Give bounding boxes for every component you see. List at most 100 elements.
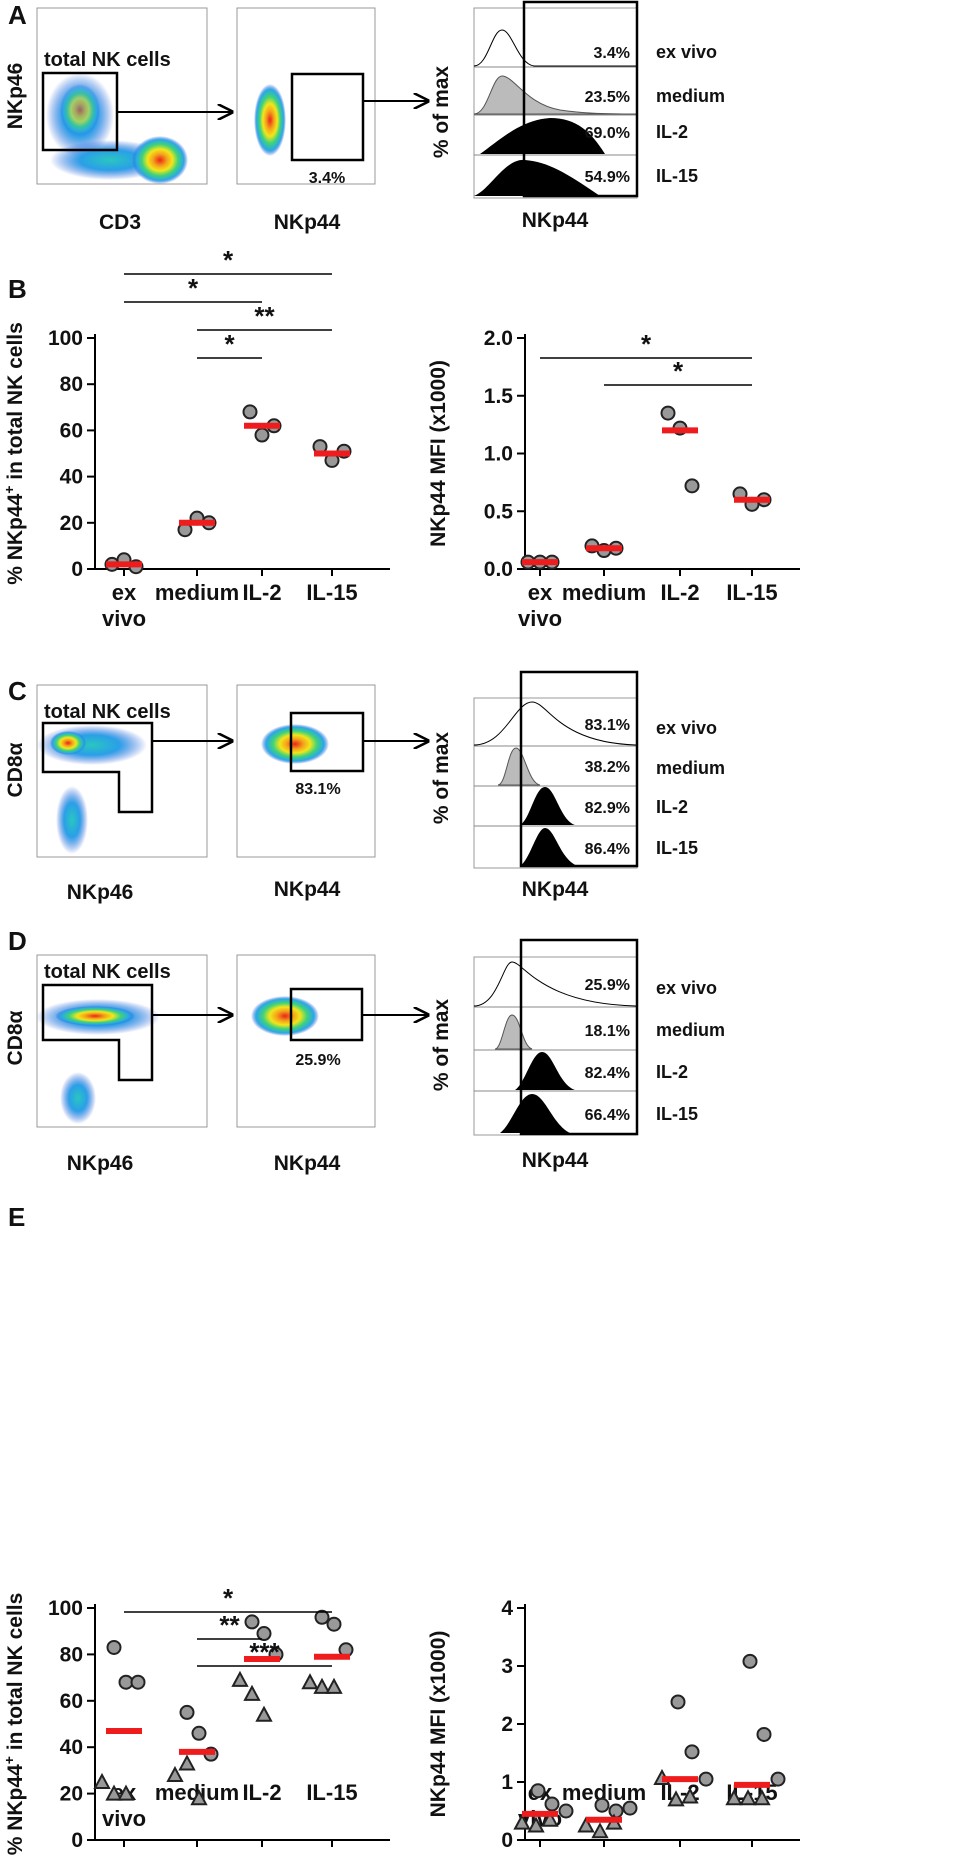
data-point [313,1677,331,1694]
y-tick-label: 0.5 [484,500,514,523]
x-tick-label: IL-2 [242,1780,281,1805]
data-point [314,1609,330,1625]
hist-cond: IL-2 [656,797,688,817]
data-point [725,1789,743,1806]
hist-pct: 54.9% [585,169,630,186]
dotplot2-frame [236,7,376,185]
dotplot2-cells [261,724,329,764]
dotplot1-ylabel: NKp46 [4,63,27,130]
dotplot2-xlabel: NKp44 [274,211,341,234]
dotplot1-ylabel: CD8α [4,1010,27,1065]
dotplot-frame [36,7,208,185]
data-point [742,1653,758,1669]
data-point [243,1684,261,1701]
data-point [753,1789,771,1806]
hist-ylabel: % of max [430,66,453,159]
data-point [178,1754,196,1771]
data-point [660,405,676,421]
hist-pct: 82.4% [585,1065,630,1082]
hist-cond: IL-2 [656,1062,688,1082]
panel-label-C: C [8,676,27,706]
y-tick-label: 2 [501,1713,513,1736]
hist-cond: ex vivo [656,42,717,62]
data-point [770,1771,786,1787]
hist-cond: ex vivo [656,718,717,738]
dotplot-frame [36,684,208,858]
gate-percent: 3.4% [309,170,345,187]
hist-pct: 25.9% [585,977,630,994]
panel-label-D: D [8,926,27,956]
data-point [756,1726,772,1742]
gate-box [41,983,154,1082]
data-point [254,427,270,443]
gate-percent: 83.1% [295,781,340,798]
panel-label-E: E [8,1202,25,1232]
significance-label: ** [254,301,275,331]
x-tick-label: vivo [102,1806,146,1831]
hist-cond: IL-15 [656,1104,698,1124]
hist-cond: medium [656,1020,725,1040]
hist-cond: ex vivo [656,978,717,998]
y-tick-label: 4 [501,1597,513,1620]
x-tick-label: ex [528,580,553,605]
data-point [667,1790,685,1807]
histogram-labels: 83.1% 38.2% 82.9% 86.4% ex vivo medium I… [430,717,725,901]
hist-pct: 18.1% [585,1023,630,1040]
data-point [325,1677,343,1694]
y-axis-label: % NKp44+ in total NK cells [1,1593,27,1856]
data-point [105,1784,123,1801]
data-point [541,1810,559,1827]
hist-pct: 83.1% [585,717,630,734]
x-tick-label: vivo [102,606,146,631]
data-point [513,1813,531,1830]
data-point [608,1803,624,1819]
y-tick-label: 0.0 [484,558,513,581]
y-tick-label: 0 [501,1829,513,1852]
hist-pct: 3.4% [594,45,630,62]
hist-cond: medium [656,86,725,106]
data-point [527,1816,545,1833]
significance-label: * [223,245,234,275]
hist-pct: 69.0% [585,125,630,142]
gate-label: total NK cells [44,701,171,723]
y-axis-label: NKp44 MFI (x1000) [427,1631,450,1818]
histogram-panel [473,0,639,199]
y-tick-label: 40 [60,466,83,489]
hist-cond: IL-15 [656,838,698,858]
x-tick-label: medium [155,580,239,605]
flow-row-D: total NK cells CD8α NKp46 25.9% NKp44 25… [4,938,725,1175]
panel-label-B: B [8,274,27,304]
x-tick-label: IL-2 [242,580,281,605]
data-point [190,1789,208,1806]
y-tick-label: 20 [60,512,83,535]
dotplot2-cells [251,996,319,1036]
y-tick-label: 80 [60,1643,83,1666]
data-point [231,1670,249,1687]
hist-ylabel: % of max [430,732,453,825]
x-tick-label: IL-15 [726,580,777,605]
histogram-labels: 3.4% 23.5% 69.0% 54.9% ex vivo medium IL… [430,42,725,232]
gate-box-2 [290,72,365,162]
hist-pct: 82.9% [585,800,630,817]
data-point [739,1789,757,1806]
data-point [681,1787,699,1804]
data-point [530,1783,546,1799]
dotplot2-cells [254,84,286,156]
data-point [684,478,700,494]
y-tick-label: 3 [501,1655,513,1678]
data-point [326,1616,342,1632]
y-axis-label: % NKp44+ in total NK cells [1,322,27,585]
significance-label: *** [249,1637,280,1667]
hist-cond: medium [656,758,725,778]
y-tick-label: 1 [501,1771,513,1794]
flow-row-C: total NK cells CD8α NKp46 83.1% NKp44 83… [4,670,725,904]
dotplot2-frame [236,954,376,1128]
gate-percent: 25.9% [295,1052,340,1069]
dotplot2-xlabel: NKp44 [274,878,341,901]
panel-label-A: A [8,0,27,30]
x-tick-label: IL-15 [306,1780,357,1805]
